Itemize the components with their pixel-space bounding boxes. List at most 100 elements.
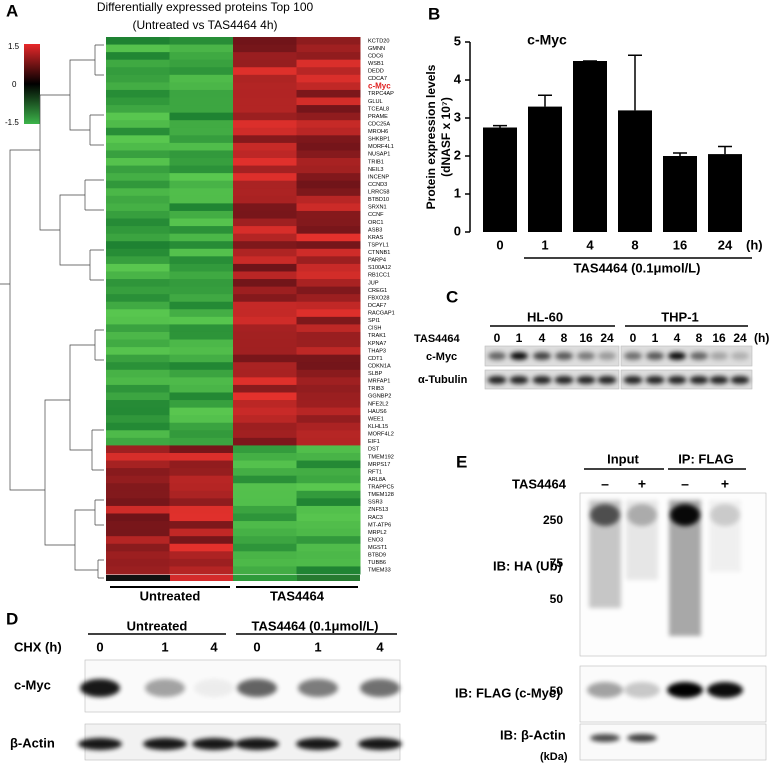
heatmap-cell: [106, 89, 170, 99]
mw-marker: 250: [543, 513, 563, 527]
gene-label: KCTD20: [368, 38, 389, 44]
heatmap-cell: [296, 263, 361, 272]
heatmap-cell: [296, 483, 361, 492]
heatmap-cell: [106, 543, 170, 552]
heatmap-cell: [296, 566, 361, 575]
heatmap-cell: [233, 210, 297, 220]
heatmap-cell: [296, 558, 361, 567]
heatmap-cell: [296, 271, 361, 280]
heatmap-cell: [106, 347, 170, 356]
gene-label: MRPL2: [368, 530, 387, 536]
heatmap-cell: [233, 195, 297, 204]
heatmap-cell: [169, 422, 234, 431]
band: [668, 352, 686, 360]
gene-label: PARP4: [368, 258, 386, 264]
heatmap-cell: [233, 362, 297, 371]
chart-title: c-Myc: [527, 32, 567, 48]
heatmap-cell: [233, 241, 297, 250]
heatmap-cell: [296, 203, 361, 212]
heatmap-cell: [106, 180, 170, 189]
group-bar: [106, 575, 170, 581]
gene-label: MGST1: [368, 545, 387, 551]
lane-label: 0: [96, 639, 103, 654]
heatmap-cell: [169, 82, 234, 91]
heatmap-cell: [296, 52, 361, 61]
heatmap-cell: [169, 536, 234, 545]
heatmap-cell: [169, 74, 234, 83]
heatmap-cell: [169, 400, 234, 409]
panel-letter: B: [428, 4, 440, 23]
heatmap-cell: [233, 142, 297, 151]
band: [667, 682, 703, 698]
heatmap-cell: [296, 165, 361, 174]
heatmap-cell: [296, 279, 361, 288]
heatmap-cell: [296, 59, 361, 68]
heatmap-cell: [233, 256, 297, 265]
sign-label: –: [601, 476, 609, 492]
heatmap-cell: [106, 263, 170, 272]
heatmap-cell: [106, 437, 170, 446]
heatmap-cell: [169, 59, 234, 68]
heatmap-cell: [233, 82, 297, 91]
gene-label: MRPS17: [368, 462, 390, 468]
heatmap-cell: [106, 324, 170, 333]
gene-label: MROH6: [368, 129, 388, 135]
heatmap-cell: [169, 188, 234, 197]
heatmap-cell: [233, 218, 297, 227]
heatmap-cell: [233, 339, 297, 348]
bar: [528, 106, 562, 232]
heatmap-cell: [169, 407, 234, 416]
heatmap-cell: [296, 475, 361, 484]
heatmap-cell: [296, 97, 361, 106]
heatmap-cell: [233, 521, 297, 530]
y-axis-label: (dNASF x 10⁷): [439, 97, 453, 177]
heatmap-cell: [296, 241, 361, 250]
band: [710, 504, 740, 526]
heatmap-cell: [296, 105, 361, 114]
heatmap-cell: [296, 384, 361, 393]
heatmap-cell: [169, 445, 234, 454]
error-bar: [718, 145, 732, 155]
heatmap-cell: [296, 505, 361, 514]
heatmap-cell: [169, 286, 234, 295]
heatmap-cell: [106, 498, 170, 507]
gene-label: BTBD10: [368, 197, 389, 203]
band: [487, 376, 507, 384]
gene-label: NEIL3: [368, 167, 384, 173]
heatmap-cell: [233, 173, 297, 182]
gene-label: SSR3: [368, 500, 383, 506]
gene-label: GGNBP2: [368, 394, 391, 400]
heatmap-cell: [296, 210, 361, 220]
heatmap-cell: [233, 468, 297, 477]
heatmap-cell: [296, 150, 361, 159]
scale-label: -1.5: [5, 118, 19, 127]
heatmap-cell: [233, 97, 297, 106]
x-tick-label: 16: [673, 237, 687, 252]
lane-label: 1: [516, 331, 523, 345]
heatmap-cell: [169, 566, 234, 575]
heatmap-cell: [296, 112, 361, 121]
heatmap-cell: [106, 521, 170, 530]
gene-label: CISH: [368, 326, 381, 332]
heatmap-cell: [233, 233, 297, 242]
heatmap-cell: [296, 521, 361, 530]
heatmap-cell: [296, 74, 361, 83]
heatmap-cell: [106, 475, 170, 484]
heatmap-cell: [106, 82, 170, 91]
heatmap-cell: [169, 468, 234, 477]
heatmap-cell: [106, 369, 170, 378]
band: [194, 679, 234, 697]
gene-label: DST: [368, 447, 380, 453]
heatmap-cell: [106, 203, 170, 212]
bar: [663, 156, 697, 232]
heatmap-cell: [106, 59, 170, 68]
gene-label: RFT1: [368, 469, 382, 475]
gene-label: BTBD9: [368, 553, 386, 559]
lane-label: 4: [674, 331, 681, 345]
heatmap-cell: [106, 468, 170, 477]
band: [510, 352, 528, 360]
band: [554, 376, 574, 384]
western-blot: [78, 659, 402, 761]
heatmap-cell: [233, 158, 297, 167]
